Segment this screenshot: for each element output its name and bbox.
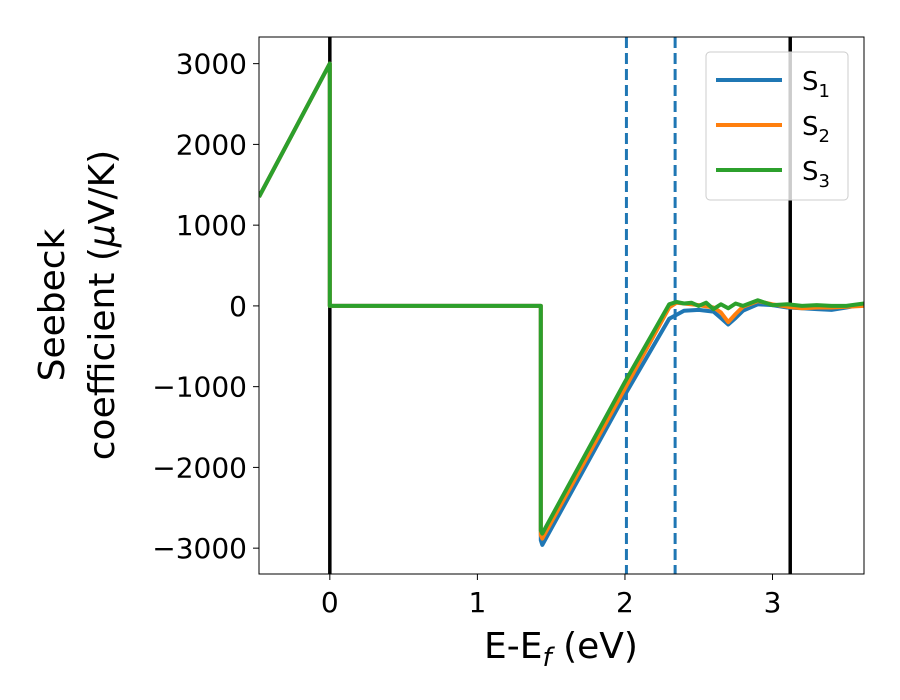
x-tick-label: 3 <box>764 586 782 619</box>
legend-label-2: S2 <box>802 112 830 147</box>
x-axis-ticks: 0 1 2 3 <box>321 574 782 619</box>
y-tick-label: 0 <box>229 290 247 323</box>
x-tick-label: 0 <box>321 586 339 619</box>
x-tick-label: 1 <box>468 586 486 619</box>
x-axis-label: E-Ef (eV) <box>484 626 638 673</box>
y-axis-ticks: 3000 2000 1000 0 −1000 −2000 −3000 <box>152 48 259 565</box>
y-tick-label: 3000 <box>176 48 247 81</box>
y-tick-label: −2000 <box>152 451 247 484</box>
y-axis-label: Seebeck coefficient (μV/K) <box>32 150 123 460</box>
y-axis-label-line2: coefficient (μV/K) <box>82 150 123 460</box>
series-line-3 <box>259 61 864 536</box>
series-lines <box>259 61 864 547</box>
y-tick-label: −3000 <box>152 532 247 565</box>
legend-label-1: S1 <box>802 67 830 102</box>
legend-label-3: S3 <box>802 157 830 192</box>
y-tick-label: −1000 <box>152 371 247 404</box>
x-tick-label: 2 <box>616 586 634 619</box>
y-tick-label: 2000 <box>176 128 247 161</box>
y-axis-label-line1: Seebeck <box>32 228 73 381</box>
y-tick-label: 1000 <box>176 209 247 242</box>
legend: S1 S2 S3 <box>705 51 849 201</box>
